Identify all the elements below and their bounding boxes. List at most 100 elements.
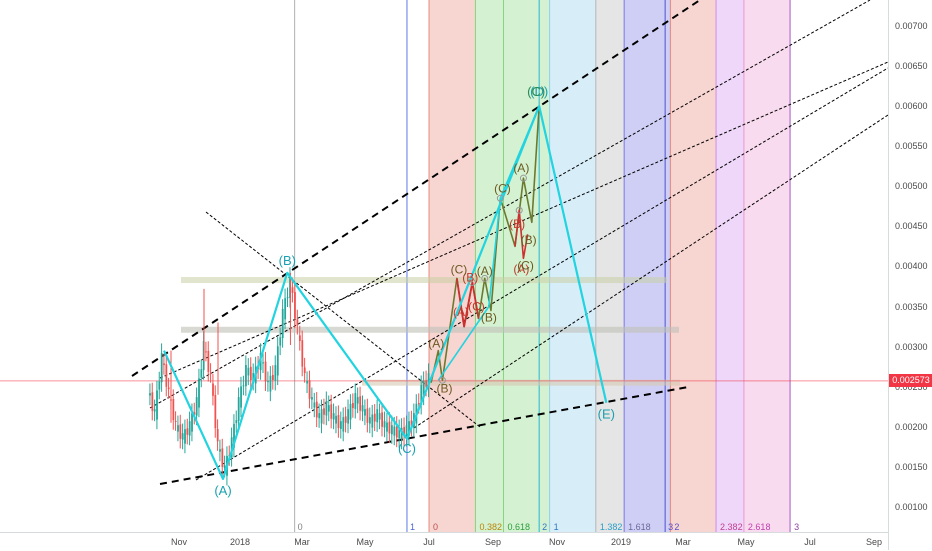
candle-body — [391, 425, 393, 435]
price-axis[interactable]: 0.001000.001500.002000.002500.003000.003… — [888, 0, 932, 550]
candle-body — [191, 413, 193, 432]
candle-body — [359, 396, 362, 411]
candle-body — [291, 287, 294, 293]
candle-body — [306, 381, 309, 384]
candle-body — [193, 412, 196, 415]
candle-body — [198, 378, 200, 408]
sub-wave-label-dark: (C) — [494, 182, 511, 196]
candle-body — [405, 425, 408, 437]
candle-body — [281, 308, 284, 339]
candle-body — [200, 369, 203, 378]
candle-body — [163, 363, 165, 366]
channel-line — [149, 0, 871, 409]
sub-wave-path — [430, 105, 540, 383]
candle-body — [376, 409, 379, 423]
candle-body — [417, 403, 420, 405]
primary-wave-label: (B) — [279, 253, 296, 268]
candle-body — [344, 416, 347, 423]
time-marker-label: 2 — [542, 522, 547, 532]
horizontal-zone-bar — [181, 326, 679, 333]
candle-body — [286, 297, 289, 299]
candle-body — [361, 405, 364, 412]
candle-body — [330, 404, 333, 419]
candle-body — [216, 428, 219, 442]
candle-body — [269, 375, 272, 392]
candle-body — [332, 413, 335, 420]
fib-zone-label: 2.618 — [748, 522, 771, 532]
candle-body — [149, 393, 151, 396]
candle-body — [296, 319, 299, 325]
candle-body — [294, 292, 296, 319]
candle-body — [339, 421, 342, 429]
candle-body — [165, 364, 168, 387]
candle-body — [156, 390, 158, 420]
fib-zone-label: 2 — [674, 522, 679, 532]
time-axis[interactable]: Nov 2018 Mar May Jul Sep Nov 2019 Mar May Jul Sep — [0, 532, 888, 551]
pivot-marker — [515, 206, 523, 214]
price-tick-label: 0.00450 — [895, 221, 928, 232]
fib-zone-label: 1 — [554, 522, 559, 532]
candle-body — [279, 337, 282, 346]
channel-line — [205, 211, 481, 428]
fib-zone-label: 1.618 — [628, 522, 651, 532]
candle-body — [184, 429, 186, 444]
lower-trend-line — [159, 386, 689, 485]
candle-body — [167, 387, 170, 390]
candle-body — [221, 448, 224, 467]
sub-wave-label-dark: (A) — [428, 336, 444, 350]
horizontal-zone-bar — [181, 277, 667, 284]
candle-body — [356, 397, 359, 404]
candle-body — [301, 340, 304, 367]
candle-body — [160, 353, 163, 383]
price-tick-label: 0.00150 — [895, 461, 928, 472]
candle-body — [393, 426, 396, 436]
candle-body — [272, 374, 274, 381]
candle-body — [388, 421, 391, 434]
candle-body — [427, 373, 430, 388]
time-tick-label: Jul — [804, 537, 816, 547]
candle-body — [368, 417, 371, 424]
fib-zone-label: 0 — [433, 522, 438, 532]
sub-wave-label-dark: (B) — [521, 233, 537, 247]
primary-wave-label-alt: (C) — [527, 84, 545, 99]
time-tick-label: Mar — [294, 537, 310, 547]
fib-time-zone-band — [595, 0, 625, 532]
fib-zone-label: 0.618 — [507, 522, 530, 532]
sub-wave-label-red: (B) — [509, 217, 525, 231]
time-tick-label: Nov — [548, 537, 566, 547]
candle-body — [179, 424, 182, 439]
price-tick-label: 0.00500 — [895, 181, 928, 192]
candle-body — [262, 362, 264, 364]
time-marker-label: 0 — [298, 522, 303, 532]
fib-time-zone-band — [743, 0, 791, 532]
price-tick-label: 0.00350 — [895, 301, 928, 312]
price-chart[interactable]: 0 1 2 30 0.382 0.618 1 1.382 1.618 2 2.382 2.618 3(A… — [0, 0, 888, 532]
sub-wave-label-red: (C) — [468, 300, 485, 314]
candle-body — [398, 429, 401, 439]
chart-area[interactable]: 0 1 2 3 0 0.382 0.618 1 1.382 1.618 2 2.382 2.618 3 (A… — [0, 0, 888, 532]
time-tick-label: Jul — [423, 537, 435, 547]
candle-body — [264, 361, 267, 382]
time-tick-label: 2018 — [229, 537, 251, 547]
candle-body — [337, 415, 340, 429]
price-tick-label: 0.00100 — [895, 502, 928, 512]
candle-body — [298, 335, 301, 341]
sub-wave-label-dark: (B) — [436, 381, 452, 395]
time-tick-label: Sep — [865, 537, 883, 547]
primary-wave-label: (E) — [598, 407, 615, 422]
primary-wave-label: (A) — [214, 483, 231, 498]
time-tick-label: May — [737, 537, 755, 547]
sub-wave-label-red: (A) — [453, 305, 469, 319]
candle-body — [230, 437, 233, 458]
time-tick-label: Mar — [675, 537, 691, 547]
fib-time-zone-band — [624, 0, 671, 532]
candle-body — [410, 420, 413, 427]
candle-body — [320, 409, 323, 424]
fib-zone-label: 1.382 — [600, 522, 623, 532]
sub-wave-label-dark: (C) — [517, 259, 534, 273]
candle-body — [420, 385, 423, 405]
horizontal-zone-bar — [362, 379, 680, 386]
candle-body — [381, 412, 384, 427]
candle-body — [174, 420, 177, 422]
candle-body — [347, 409, 350, 424]
